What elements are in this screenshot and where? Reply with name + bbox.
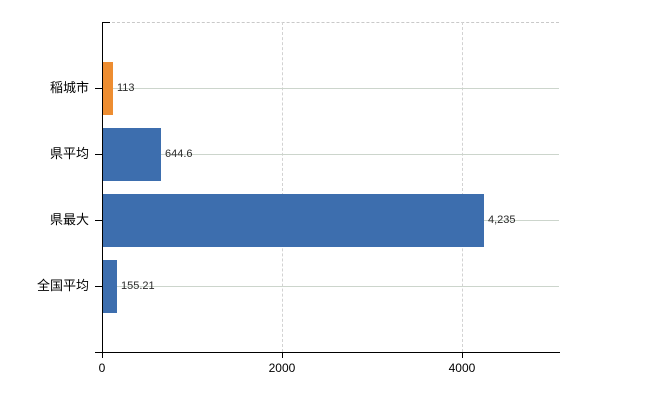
category-tick	[95, 88, 102, 89]
value-label: 644.6	[165, 148, 193, 160]
y-axis-line	[102, 22, 103, 358]
x-gridline	[461, 22, 463, 352]
category-tick	[95, 154, 102, 155]
category-tick	[95, 286, 102, 287]
x-axis-tick	[281, 352, 283, 358]
row-gridline	[102, 154, 559, 155]
x-axis-line	[95, 352, 560, 353]
value-label: 113	[117, 82, 135, 94]
value-label: 4,235	[488, 214, 516, 226]
x-tick-label: 4000	[448, 361, 476, 375]
plot-top-border	[102, 22, 559, 23]
bar	[103, 194, 484, 247]
category-label: 稲城市	[49, 80, 89, 95]
row-gridline	[102, 286, 559, 287]
x-tick-label: 0	[98, 361, 106, 375]
y-axis-top-tick	[102, 22, 110, 23]
x-axis-tick	[461, 352, 463, 358]
x-gridline	[281, 22, 283, 352]
category-label: 全国平均	[36, 278, 89, 293]
category-label: 県最大	[49, 212, 89, 227]
bar	[103, 62, 113, 115]
bar	[103, 260, 117, 313]
bar	[103, 128, 161, 181]
category-label: 県平均	[49, 146, 89, 161]
x-axis-tick	[102, 352, 103, 358]
x-tick-label: 2000	[268, 361, 296, 375]
value-label: 155.21	[121, 280, 155, 292]
row-gridline	[102, 88, 559, 89]
category-tick	[95, 220, 102, 221]
